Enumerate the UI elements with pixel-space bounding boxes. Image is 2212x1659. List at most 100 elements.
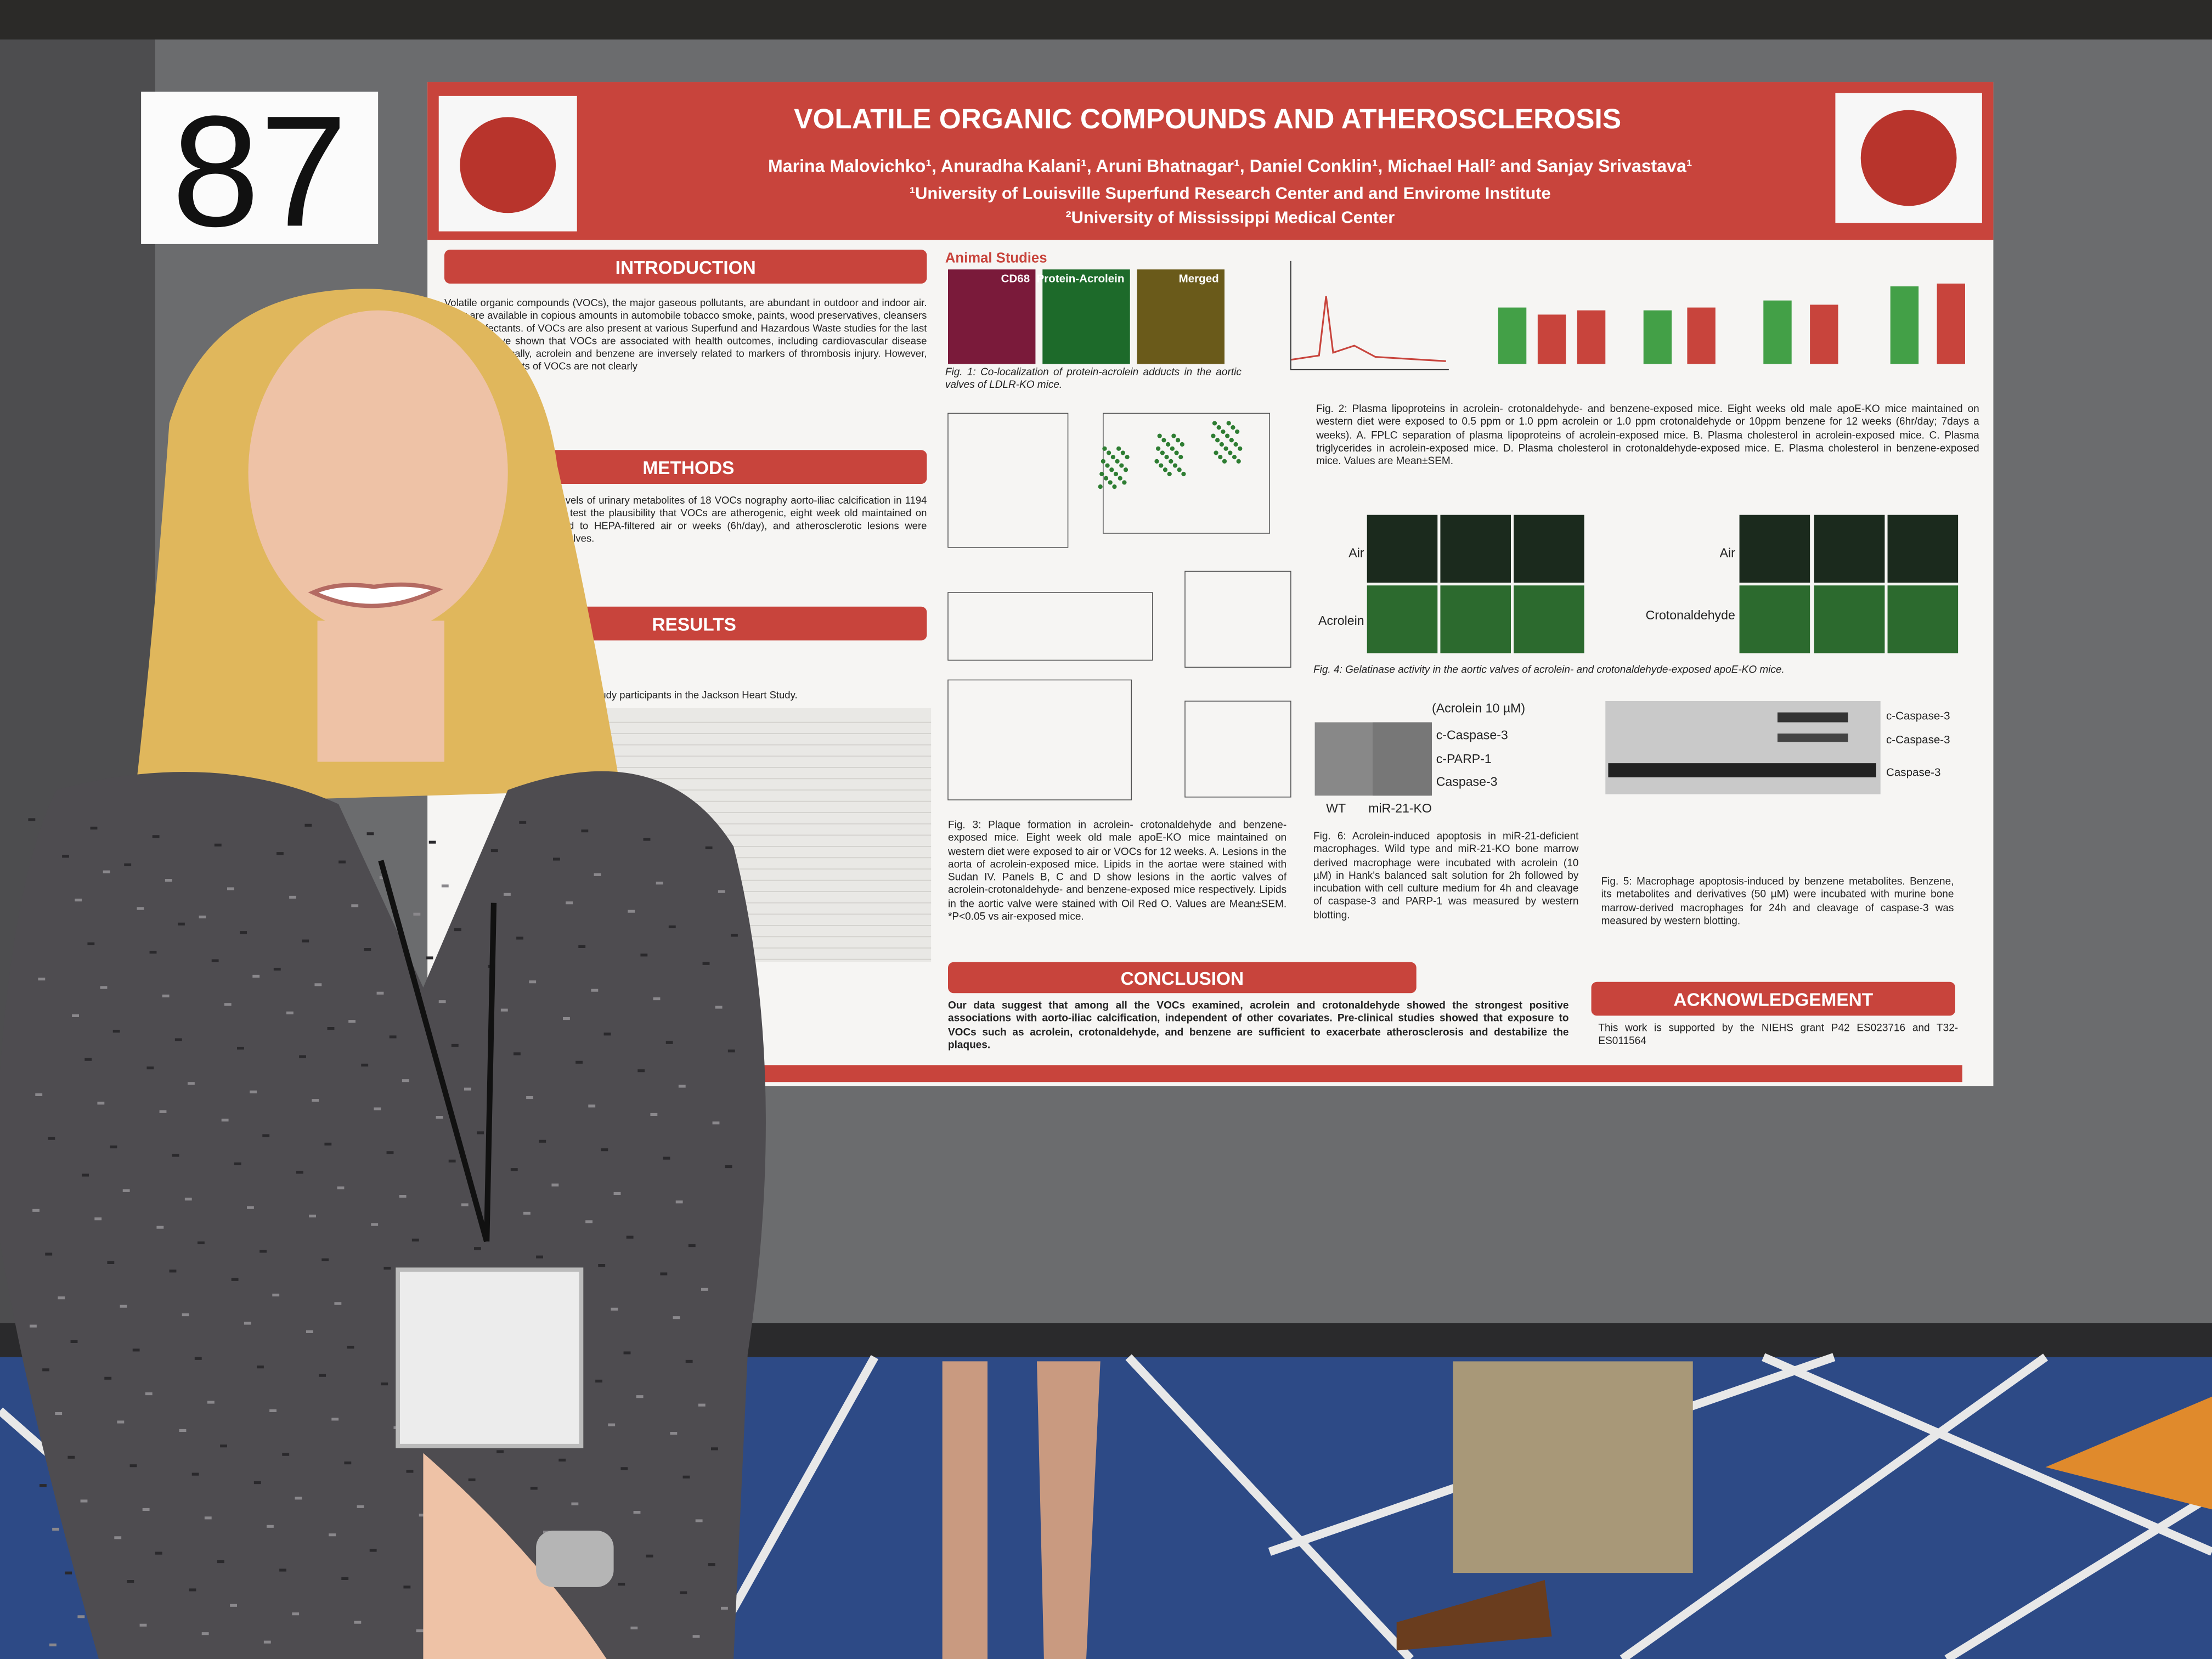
fabric-fleck bbox=[419, 1514, 426, 1517]
fabric-fleck bbox=[120, 1305, 127, 1308]
fabric-fleck bbox=[253, 1481, 261, 1485]
fabric-fleck bbox=[663, 1156, 670, 1160]
western-blots: (Acrolein 10 µM) c-Caspase-3 c-PARP-1 Caspa… bbox=[1314, 701, 1950, 815]
illustrative-bar bbox=[1937, 283, 1965, 364]
blot-label: c-Caspase-3 bbox=[1886, 733, 1950, 746]
fplc-trace bbox=[1290, 296, 1446, 362]
fabric-fleck bbox=[539, 1139, 546, 1143]
fabric-fleck bbox=[40, 1484, 47, 1487]
fabric-fleck bbox=[306, 1330, 313, 1333]
fabric-fleck bbox=[221, 1119, 229, 1122]
fabric-fleck bbox=[529, 980, 537, 984]
fabric-fleck bbox=[97, 1102, 105, 1105]
fabric-fleck bbox=[626, 1235, 634, 1239]
fabric-fleck bbox=[204, 1516, 212, 1520]
fabric-fleck bbox=[530, 1487, 538, 1490]
fabric-fleck bbox=[603, 1032, 611, 1036]
fabric-fleck bbox=[103, 870, 110, 873]
fabric-fleck bbox=[594, 873, 601, 876]
image-label: Merged bbox=[1179, 272, 1219, 285]
dot bbox=[1166, 442, 1171, 447]
fabric-fleck bbox=[282, 1453, 290, 1456]
fabric-fleck bbox=[304, 823, 312, 827]
fabric-fleck bbox=[406, 1470, 414, 1473]
fabric-fleck bbox=[179, 1429, 187, 1432]
fabric-fleck bbox=[49, 1643, 57, 1646]
fabric-fleck bbox=[337, 1186, 345, 1189]
fabric-fleck bbox=[436, 1116, 443, 1119]
image-label: CD68 bbox=[1001, 272, 1030, 285]
fabric-fleck bbox=[289, 895, 296, 899]
dot bbox=[1107, 450, 1111, 455]
figure-caption: Fig. 2: Plasma lipoproteins in acrolein-… bbox=[1316, 402, 1979, 467]
dot bbox=[1159, 463, 1164, 468]
hand bbox=[423, 1453, 607, 1659]
fabric-fleck bbox=[94, 1217, 102, 1221]
fabric-fleck bbox=[351, 904, 359, 907]
fabric-fleck bbox=[558, 1458, 566, 1462]
ceiling bbox=[0, 0, 2212, 43]
row-label: Air bbox=[1348, 546, 1364, 560]
micrograph bbox=[1042, 269, 1130, 364]
fabric-fleck bbox=[354, 1621, 362, 1624]
logo-right-mark bbox=[1860, 110, 1957, 206]
fabric-fleck bbox=[601, 1148, 608, 1152]
fabric-fleck bbox=[383, 1267, 391, 1270]
fabric-fleck bbox=[75, 899, 82, 902]
name-badge bbox=[396, 1267, 584, 1448]
fabric-fleck bbox=[347, 1346, 354, 1349]
fabric-fleck bbox=[682, 1475, 690, 1479]
fabric-fleck bbox=[65, 1571, 72, 1575]
figure-4-images: Air Acrolein Air Crotonaldehyde bbox=[1318, 515, 1959, 653]
fabric-fleck bbox=[371, 1223, 379, 1226]
section-heading: INTRODUCTION bbox=[616, 258, 756, 278]
results-text: study participants in the Jackson Heart … bbox=[592, 688, 798, 701]
fabric-fleck bbox=[519, 821, 527, 824]
fabric-fleck bbox=[220, 1444, 227, 1448]
micrograph bbox=[948, 269, 1036, 364]
dot bbox=[1177, 467, 1182, 472]
heading-bar bbox=[564, 606, 927, 641]
fabric-fleck bbox=[725, 1165, 732, 1169]
fabric-fleck bbox=[675, 1200, 683, 1204]
fabric-fleck bbox=[114, 1536, 122, 1539]
fabric-fleck bbox=[701, 1288, 708, 1291]
dot bbox=[1116, 446, 1121, 451]
fabric-fleck bbox=[668, 925, 676, 928]
fabric-fleck bbox=[361, 1063, 369, 1066]
fabric-fleck bbox=[182, 1313, 189, 1317]
dot bbox=[1174, 450, 1179, 455]
dot bbox=[1231, 425, 1235, 430]
fabric-fleck bbox=[263, 1640, 271, 1644]
figure-caption: Fig. 3: Plaque formation in acrolein- cr… bbox=[948, 818, 1287, 923]
fabric-fleck bbox=[84, 1058, 92, 1061]
fabric-fleck bbox=[129, 1464, 137, 1468]
dot bbox=[1167, 471, 1172, 477]
dot bbox=[1229, 438, 1234, 443]
fabric-fleck bbox=[262, 1134, 270, 1137]
fabric-fleck bbox=[214, 843, 222, 847]
section-heading: METHODS bbox=[642, 458, 734, 478]
fabric-fleck bbox=[127, 1580, 134, 1583]
fabric-fleck bbox=[640, 953, 648, 957]
fabric-fleck bbox=[110, 1146, 117, 1149]
heading-bar bbox=[543, 450, 927, 484]
fabric-fleck bbox=[149, 951, 157, 954]
subheading: Animal Studies bbox=[945, 250, 1047, 266]
fabric-fleck bbox=[618, 1583, 625, 1586]
dot bbox=[1233, 442, 1238, 447]
fabric-fleck bbox=[48, 1137, 55, 1140]
fabric-fleck bbox=[237, 1047, 244, 1050]
fabric-fleck bbox=[231, 1278, 239, 1281]
micrograph bbox=[1137, 269, 1224, 364]
fabric-fleck bbox=[523, 1211, 531, 1215]
fabric-fleck bbox=[712, 1121, 720, 1125]
fabric-fleck bbox=[680, 1591, 687, 1594]
dot bbox=[1232, 455, 1237, 460]
fabric-fleck bbox=[678, 1085, 686, 1088]
dot bbox=[1098, 484, 1103, 489]
fabric-fleck bbox=[500, 1008, 508, 1012]
fabric-fleck bbox=[695, 1519, 703, 1522]
affiliation: ¹University of Louisville Superfund Rese… bbox=[910, 184, 1551, 203]
illustrative-bar bbox=[1687, 307, 1716, 364]
